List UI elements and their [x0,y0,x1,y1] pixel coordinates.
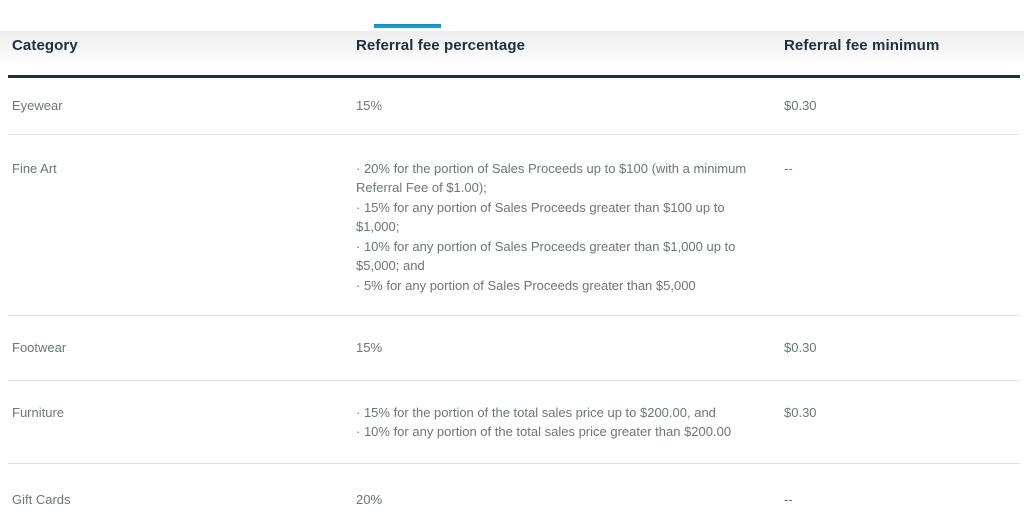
table-row: Eyewear 15% $0.30 [8,76,1020,135]
column-header-referral-fee-percentage: Referral fee percentage [352,24,780,78]
table-row: Furniture · 15% for the portion of the t… [8,380,1020,464]
table-row: Footwear 15% $0.30 [8,315,1020,381]
referral-fees-table: Category Referral fee percentage Referra… [8,24,1020,526]
percentage-cell: 15% [352,76,780,135]
column-header-referral-fee-minimum: Referral fee minimum [780,24,1020,78]
table-header-row: Category Referral fee percentage Referra… [8,24,1020,78]
category-cell: Footwear [8,315,352,381]
minimum-cell: $0.30 [780,76,1020,135]
percentage-cell: · 15% for the portion of the total sales… [352,380,780,464]
table-row: Gift Cards 20% -- [8,463,1020,526]
category-cell: Eyewear [8,76,352,135]
minimum-cell: $0.30 [780,315,1020,381]
category-cell: Gift Cards [12,491,71,507]
table-row: Fine Art · 20% for the portion of Sales … [8,134,1020,316]
percentage-cell: · 20% for the portion of Sales Proceeds … [352,134,780,316]
percentage-cell: 15% [352,315,780,381]
percentage-cell: 20% [356,491,383,507]
minimum-cell: -- [784,491,793,507]
category-cell: Furniture [8,380,352,464]
referral-fees-page: Category Referral fee percentage Referra… [0,24,1024,526]
minimum-cell: -- [780,134,1020,316]
minimum-cell: $0.30 [780,380,1020,464]
column-header-category: Category [8,24,352,78]
category-cell: Fine Art [8,134,352,316]
